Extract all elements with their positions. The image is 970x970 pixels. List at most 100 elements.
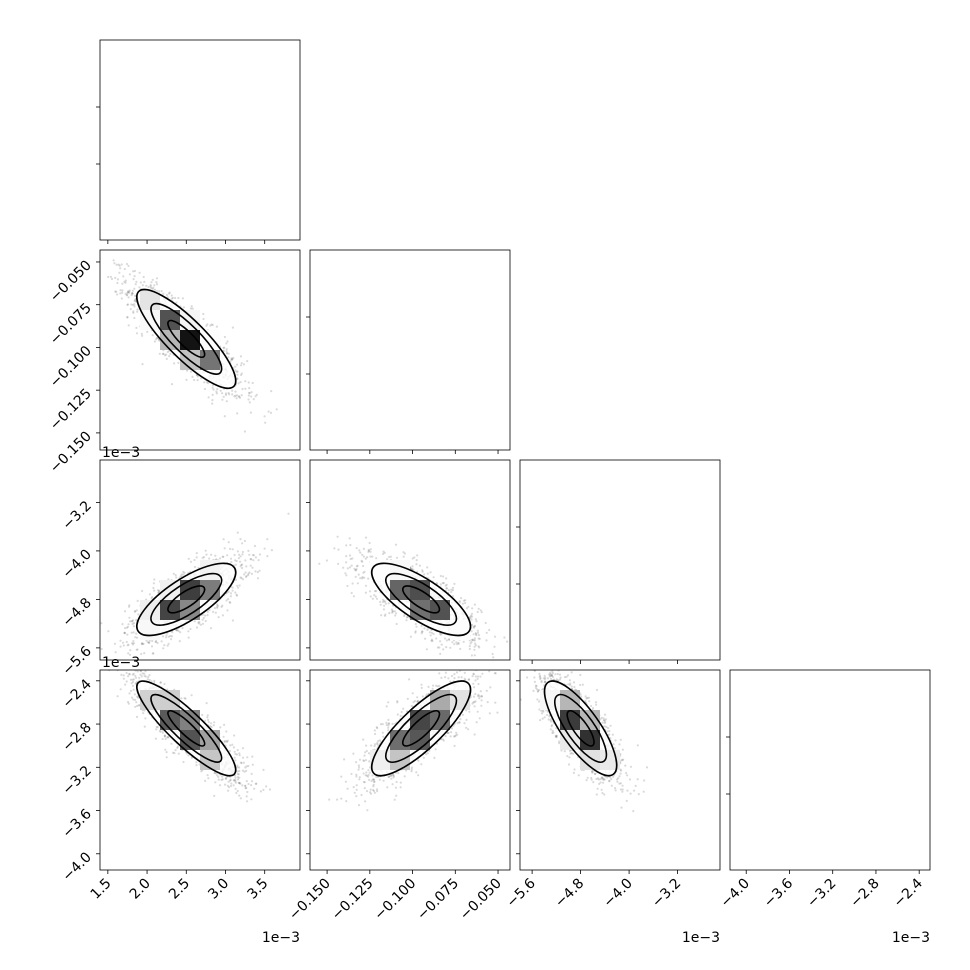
scatter-point bbox=[227, 598, 230, 601]
scatter-point bbox=[223, 547, 226, 550]
scatter-point bbox=[202, 317, 205, 321]
scatter-point bbox=[154, 640, 157, 643]
scatter-point bbox=[122, 275, 125, 278]
scatter-point bbox=[97, 259, 99, 261]
scatter-point bbox=[471, 623, 474, 627]
scatter-point bbox=[155, 277, 159, 280]
scatter-point bbox=[176, 629, 179, 632]
scatter-point bbox=[439, 640, 442, 643]
scatter-point bbox=[133, 269, 136, 273]
scatter-point bbox=[100, 647, 103, 651]
scatter-point bbox=[201, 618, 204, 621]
scatter-point bbox=[136, 670, 139, 673]
scatter-point bbox=[367, 549, 371, 553]
scatter-point bbox=[476, 631, 480, 635]
scatter-point bbox=[371, 555, 374, 558]
density-cell bbox=[140, 290, 160, 310]
scatter-point bbox=[480, 611, 483, 614]
scatter-point bbox=[479, 609, 482, 612]
scatter-point bbox=[155, 725, 158, 729]
scatter-point bbox=[227, 590, 230, 594]
scatter-point bbox=[474, 632, 477, 635]
scatter-point bbox=[153, 589, 156, 592]
scatter-point bbox=[113, 262, 116, 265]
scatter-point bbox=[223, 723, 226, 727]
scatter-point bbox=[355, 547, 358, 550]
scatter-point bbox=[208, 557, 211, 560]
scatter-point bbox=[236, 584, 239, 587]
scatter-point bbox=[237, 773, 240, 776]
scatter-point bbox=[182, 573, 185, 576]
scatter-point bbox=[348, 566, 352, 569]
scatter-point bbox=[473, 637, 476, 640]
scatter-point bbox=[470, 612, 474, 615]
scatter-point bbox=[141, 589, 144, 593]
contour-line bbox=[167, 319, 206, 359]
scatter-point bbox=[258, 569, 261, 572]
scatter-point bbox=[462, 599, 466, 602]
scatter-point bbox=[195, 556, 198, 559]
scatter-point bbox=[239, 782, 242, 785]
scatter-point bbox=[493, 635, 497, 638]
scatter-point bbox=[256, 571, 259, 574]
scatter-point bbox=[225, 350, 228, 353]
scatter-point bbox=[247, 398, 250, 401]
scatter-point bbox=[113, 642, 117, 645]
scatter-point bbox=[325, 559, 328, 562]
scatter-point bbox=[363, 576, 366, 579]
scatter-point bbox=[130, 294, 133, 297]
scatter-point bbox=[132, 625, 135, 628]
scatter-point bbox=[133, 287, 136, 290]
scatter-point bbox=[349, 557, 352, 561]
scatter-point bbox=[174, 574, 177, 577]
scatter-point bbox=[230, 357, 233, 360]
scatter-point bbox=[350, 564, 353, 567]
scatter-point bbox=[371, 597, 374, 600]
scatter-point bbox=[177, 629, 180, 633]
scatter-point bbox=[477, 637, 480, 640]
scatter-point bbox=[248, 553, 251, 556]
scatter-point bbox=[222, 538, 225, 541]
scatter-point bbox=[97, 653, 99, 655]
scatter-point bbox=[130, 620, 133, 623]
scatter-point bbox=[207, 396, 210, 399]
scatter-point bbox=[214, 611, 217, 614]
contour-line bbox=[150, 572, 223, 626]
scatter-point bbox=[318, 562, 321, 565]
scatter-point bbox=[383, 604, 386, 607]
scatter-point bbox=[150, 281, 153, 284]
scatter-point bbox=[193, 378, 196, 382]
scatter-point bbox=[131, 303, 134, 306]
scatter-point bbox=[219, 557, 222, 560]
scatter-point bbox=[238, 396, 242, 399]
scatter-point bbox=[246, 360, 249, 363]
scatter-point bbox=[225, 400, 228, 403]
scatter-point bbox=[117, 263, 120, 266]
scatter-point bbox=[156, 589, 159, 592]
scatter-point bbox=[140, 665, 142, 667]
scatter-point bbox=[239, 355, 242, 358]
scatter-point bbox=[361, 560, 364, 563]
scatter-point bbox=[114, 276, 117, 279]
scatter-point bbox=[135, 632, 138, 635]
scatter-point bbox=[445, 587, 448, 590]
scatter-point bbox=[488, 628, 491, 632]
scatter-point bbox=[135, 326, 138, 329]
scatter-point bbox=[450, 590, 453, 594]
scatter-point bbox=[163, 644, 166, 647]
scatter-point bbox=[151, 334, 154, 337]
scatter-point bbox=[472, 633, 475, 636]
scatter-point bbox=[421, 569, 424, 572]
scatter-point bbox=[252, 398, 255, 401]
scatter-point bbox=[226, 609, 229, 612]
scatter-point bbox=[231, 326, 234, 329]
scatter-point bbox=[426, 628, 429, 632]
scatter-point bbox=[245, 565, 248, 568]
scatter-point bbox=[132, 270, 135, 273]
scatter-point bbox=[473, 626, 476, 629]
scatter-point bbox=[228, 601, 231, 604]
scatter-point bbox=[195, 626, 199, 629]
scatter-point bbox=[221, 614, 224, 617]
scatter-point bbox=[231, 548, 234, 551]
scatter-point bbox=[147, 641, 150, 644]
